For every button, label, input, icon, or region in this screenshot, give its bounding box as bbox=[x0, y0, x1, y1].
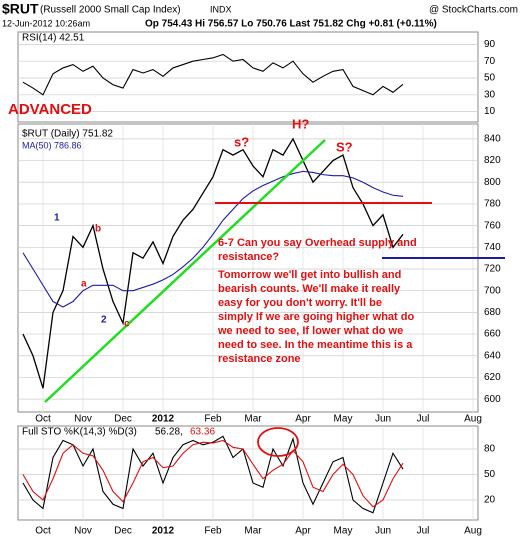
annotation-text: 6-7 Can you say Overhead supply and resi… bbox=[218, 237, 417, 263]
annotation: 1 bbox=[54, 213, 60, 224]
y-tick-label: 700 bbox=[484, 285, 501, 296]
y-tick-label: 50 bbox=[484, 469, 496, 480]
y-tick-label: 680 bbox=[484, 307, 501, 318]
x-tick-label: Jun bbox=[375, 414, 391, 425]
y-tick-label: 820 bbox=[484, 155, 501, 166]
annotation-text: Tomorrow we'll get into bullish and bear… bbox=[218, 269, 415, 365]
y-tick-label: 20 bbox=[484, 495, 496, 506]
x-tick-label: 2012 bbox=[152, 526, 175, 537]
date: 12-Jun-2012 10:26am bbox=[2, 18, 90, 28]
x-tick-label: Mar bbox=[244, 526, 262, 537]
legend-entry: $RUT (Daily) 751.82 bbox=[22, 129, 113, 140]
legend-entry: 63.36 bbox=[190, 427, 215, 438]
y-tick-label: 720 bbox=[484, 264, 501, 275]
series-line bbox=[22, 137, 404, 389]
x-tick-label: Aug bbox=[464, 414, 482, 425]
x-tick-label: Mar bbox=[244, 414, 262, 425]
x-tick-label: Oct bbox=[35, 414, 51, 425]
y-tick-label: 90 bbox=[484, 39, 496, 50]
y-tick-label: 80 bbox=[484, 444, 496, 455]
y-tick-label: 70 bbox=[484, 56, 496, 67]
quote: Op 754.43 Hi 756.57 Lo 750.76 Last 751.8… bbox=[145, 19, 437, 30]
x-tick-label: May bbox=[334, 414, 353, 425]
x-tick-label: 2012 bbox=[152, 414, 175, 425]
annotation: b bbox=[95, 224, 101, 235]
y-tick-label: 740 bbox=[484, 242, 501, 253]
y-tick-label: 10 bbox=[484, 106, 496, 117]
annotation: 2 bbox=[101, 315, 107, 326]
y-tick-label: 800 bbox=[484, 177, 501, 188]
trend-line bbox=[44, 139, 326, 403]
x-tick-label: Dec bbox=[114, 526, 132, 537]
rsi-frame bbox=[17, 31, 479, 123]
legend-label: Full STO %K(14,3) %D(3) bbox=[22, 427, 137, 438]
y-tick-label: 620 bbox=[484, 372, 501, 383]
source: @ StockCharts.com bbox=[429, 5, 518, 16]
x-tick-label: Feb bbox=[204, 526, 222, 537]
symbol: $RUT bbox=[2, 1, 39, 17]
y-tick-label: 780 bbox=[484, 199, 501, 210]
x-tick-label: Nov bbox=[74, 526, 92, 537]
index-name: (Russell 2000 Small Cap Index) bbox=[40, 5, 181, 16]
x-tick-label: Jul bbox=[417, 414, 430, 425]
y-tick-label: 50 bbox=[484, 73, 496, 84]
annotation: H? bbox=[292, 116, 309, 131]
legend-entry: MA(50) 786.86 bbox=[22, 140, 82, 150]
y-tick-label: 840 bbox=[484, 133, 501, 144]
annotation: c bbox=[124, 319, 130, 330]
x-tick-label: Apr bbox=[295, 526, 311, 537]
legend-entry: RSI(14) 42.51 bbox=[22, 33, 85, 44]
exchange: INDX bbox=[210, 4, 232, 14]
highlight-circle bbox=[257, 427, 299, 457]
x-tick-label: Feb bbox=[204, 414, 222, 425]
y-tick-label: 30 bbox=[484, 89, 496, 100]
annotation: ADVANCED bbox=[8, 101, 92, 118]
x-tick-label: Jun bbox=[375, 526, 391, 537]
y-tick-label: 660 bbox=[484, 329, 501, 340]
series-line bbox=[22, 170, 404, 308]
x-tick-label: Jul bbox=[417, 526, 430, 537]
x-tick-label: Dec bbox=[114, 414, 132, 425]
annotation: S? bbox=[336, 139, 353, 154]
series-line bbox=[22, 53, 404, 96]
legend-entry: 56.28, bbox=[155, 427, 183, 438]
y-tick-label: 600 bbox=[484, 394, 501, 405]
x-tick-label: Apr bbox=[295, 414, 311, 425]
y-tick-label: 760 bbox=[484, 220, 501, 231]
y-tick-label: 640 bbox=[484, 350, 501, 361]
sto-frame bbox=[17, 425, 479, 521]
annotation: s? bbox=[234, 134, 249, 149]
x-tick-label: Nov bbox=[74, 414, 92, 425]
price-frame bbox=[17, 123, 479, 413]
x-tick-label: May bbox=[334, 526, 353, 537]
series-line bbox=[22, 439, 404, 508]
x-tick-label: Oct bbox=[35, 526, 51, 537]
annotation: a bbox=[81, 279, 87, 290]
series-line bbox=[22, 435, 404, 514]
x-tick-label: Aug bbox=[464, 526, 482, 537]
